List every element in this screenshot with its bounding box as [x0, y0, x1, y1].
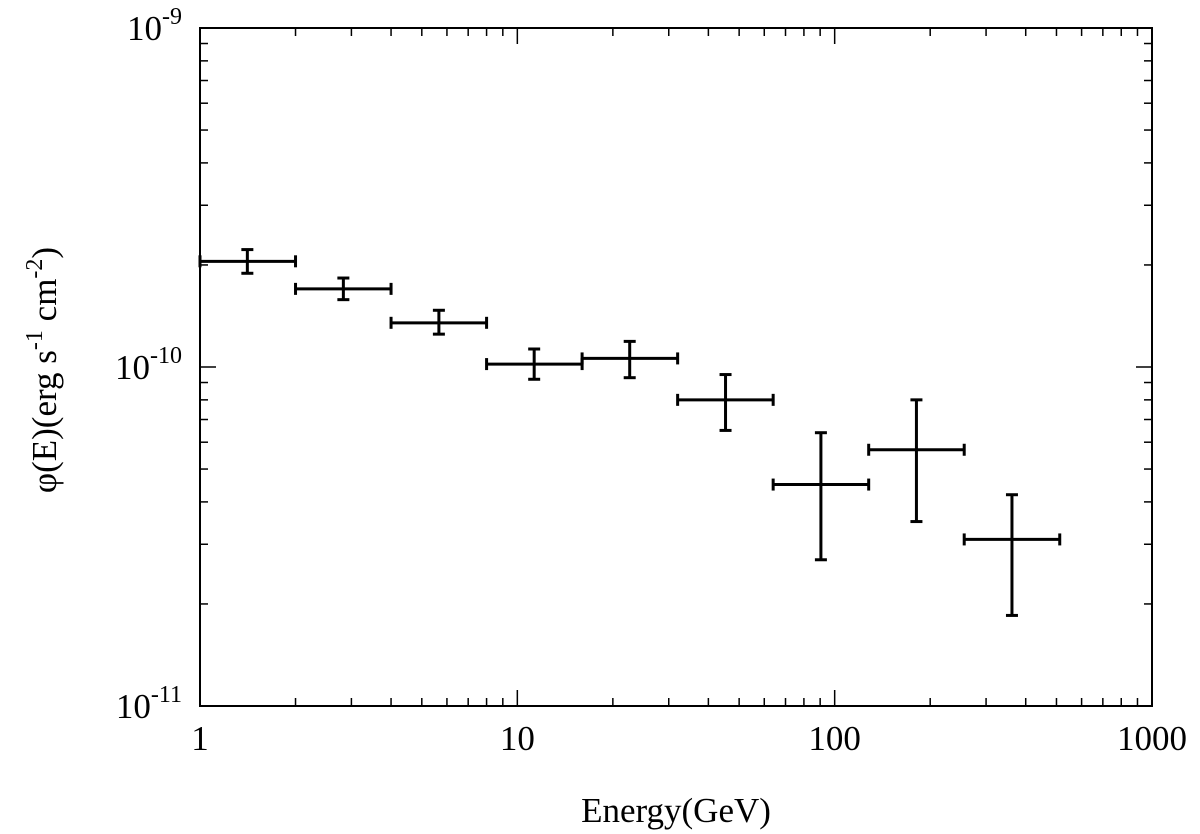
data-point [485, 347, 584, 381]
data-point [962, 493, 1062, 617]
data-point [676, 373, 775, 432]
x-tick-label: 10 [500, 719, 535, 758]
y-axis-title: φ(E)(erg s-1 cm-2) [22, 247, 64, 493]
y-tick-label: 10-11 [116, 682, 182, 726]
x-tick-label: 1 [191, 719, 209, 758]
x-tick-label: 100 [808, 719, 861, 758]
data-point [389, 308, 489, 336]
x-axis-title: Energy(GeV) [581, 791, 771, 830]
data-point [580, 339, 680, 380]
data-point [198, 248, 298, 275]
x-tick-label: 1000 [1117, 719, 1187, 758]
y-tick-label: 10-10 [115, 343, 182, 387]
data-point [867, 398, 966, 524]
data-point [294, 276, 393, 302]
plot-frame [199, 27, 1153, 707]
y-tick-label: 10-9 [127, 4, 182, 48]
data-point [771, 431, 871, 562]
